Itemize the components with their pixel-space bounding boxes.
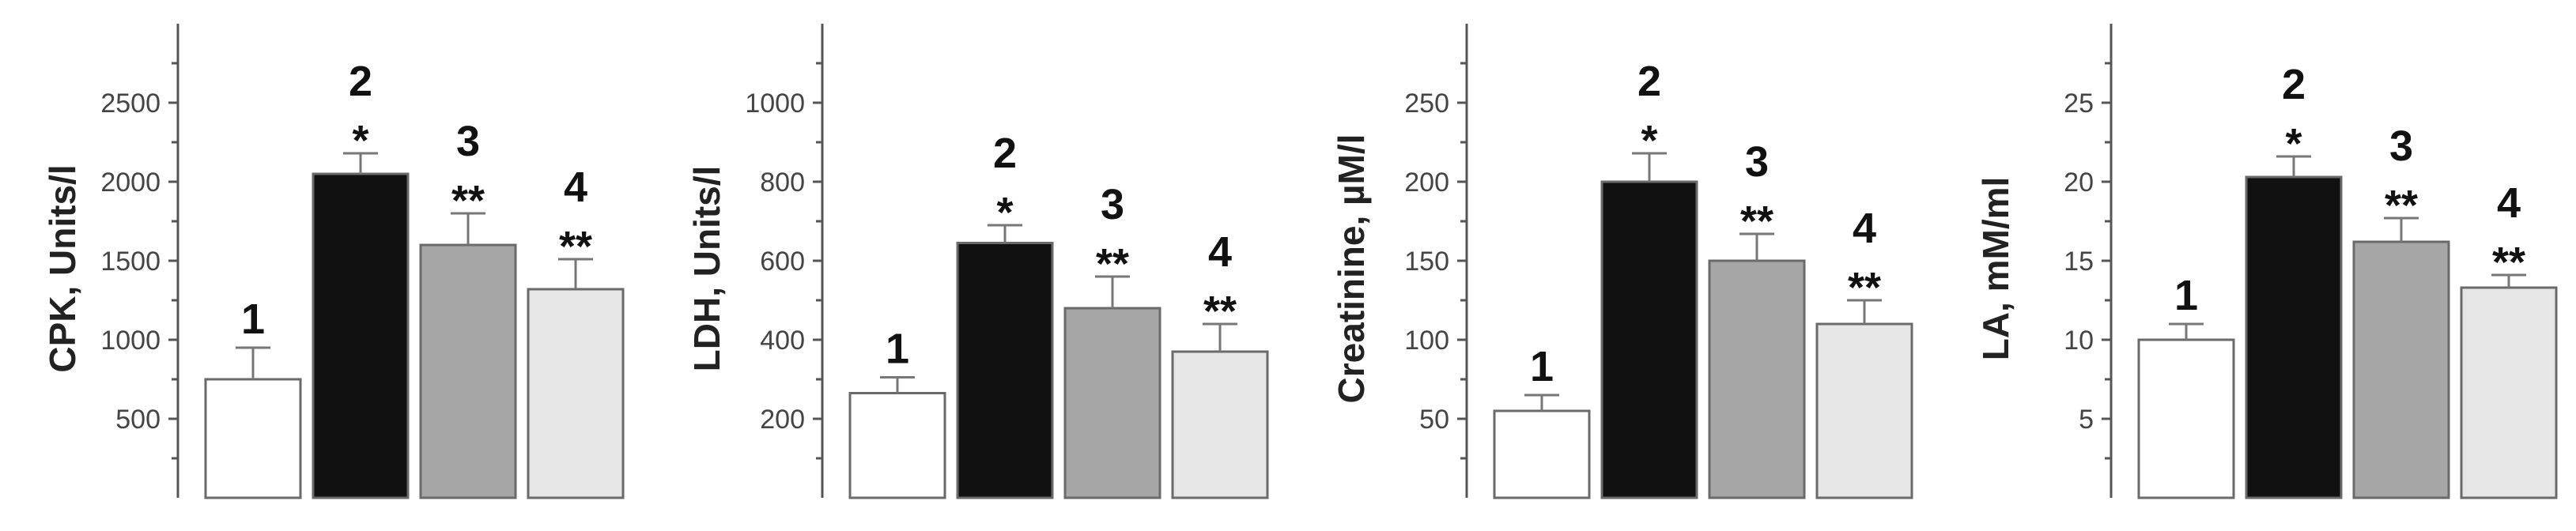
y-tick-label: 2000 [100,168,161,198]
bar-category-label: 2 [2282,61,2306,108]
bar-category-label: 1 [241,296,265,343]
bar-2 [956,242,1054,499]
chart-4: 5 10 15 20 25 LA, mM/ml 1 * 2 ** 3 ** 4 [1975,24,2558,499]
bar-category-label: 2 [993,130,1017,177]
bar-category-label: 3 [456,118,480,165]
bar-category-label: 3 [2389,122,2413,170]
significance-label: * [1641,117,1657,164]
y-tick-label: 10 [2064,326,2094,356]
y-tick-label: 2500 [100,88,161,119]
bar-1 [1493,409,1591,499]
chart-2: 200 400 600 800 1000 LDH, Units/l 1 * 2 ** 3 ** 4 [686,24,1269,499]
bar-category-label: 1 [2174,272,2198,319]
y-tick-label: 5 [2079,405,2094,435]
significance-label: ** [2492,239,2525,286]
y-axis-label: LA, mM/ml [1975,177,2016,361]
bar-2 [1600,180,1698,499]
bar-4 [527,288,625,499]
bar-category-label: 4 [1853,205,1876,252]
y-tick-label: 250 [1404,88,1449,119]
y-tick-label: 50 [1419,405,1449,435]
y-tick-label: 1500 [100,247,161,277]
y-tick-label: 150 [1404,247,1449,277]
bar-category-label: 3 [1745,138,1769,186]
chart-1: 500 1000 1500 2000 2500 CPK, Units/l 1 * 2 ** 3 ** 4 [42,24,625,499]
significance-label: * [2285,120,2302,168]
bar-1 [848,392,946,499]
y-tick-label: 500 [115,405,161,435]
bar-1 [204,378,302,499]
y-tick-label: 15 [2064,247,2094,277]
significance-label: ** [559,223,592,270]
bar-4 [2460,286,2558,499]
bar-category-label: 4 [2497,179,2521,227]
y-tick-label: 200 [760,405,805,435]
significance-label: ** [451,177,485,224]
y-tick-label: 1000 [100,326,161,356]
bar-category-label: 2 [349,58,372,105]
y-axis-label: CPK, Units/l [42,164,83,372]
significance-label: * [352,117,368,164]
bar-1 [2137,338,2235,499]
bar-category-label: 4 [564,164,587,211]
bar-4 [1171,350,1269,499]
bar-category-label: 1 [886,326,909,373]
chart-3: 50 100 150 200 250 Creatinine, µM/l 1 * 2 ** 3 ** 4 [1331,24,1913,499]
bar-3 [1708,259,1806,499]
bar-category-label: 4 [1208,228,1232,276]
significance-label: ** [1848,264,1881,311]
y-tick-label: 25 [2064,88,2094,119]
y-axis-label: Creatinine, µM/l [1331,134,1372,404]
y-tick-label: 200 [1404,168,1449,198]
y-tick-label: 800 [760,168,805,198]
bar-2 [2245,175,2343,499]
y-tick-label: 600 [760,247,805,277]
bar-4 [1815,322,1913,499]
bar-3 [419,243,517,499]
bar-category-label: 3 [1101,181,1124,228]
significance-label: ** [1096,240,1129,288]
bar-3 [2352,240,2450,499]
significance-label: ** [1203,288,1237,335]
bar-category-label: 2 [1637,58,1661,105]
bar-3 [1063,307,1161,499]
y-tick-label: 20 [2064,168,2094,198]
significance-label: ** [1740,198,1773,245]
y-tick-label: 400 [760,326,805,356]
y-tick-label: 100 [1404,326,1449,356]
y-tick-label: 1000 [745,88,805,119]
significance-label: * [996,189,1013,236]
y-axis-label: LDH, Units/l [686,166,727,372]
significance-label: ** [2385,182,2418,229]
bar-2 [312,172,410,499]
bar-category-label: 1 [1530,343,1554,390]
